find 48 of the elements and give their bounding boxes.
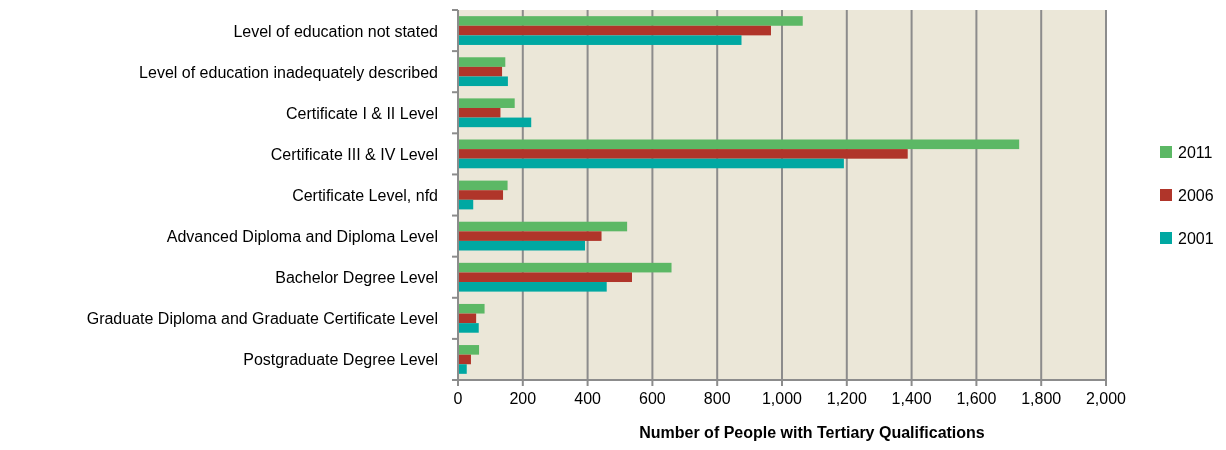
bar — [458, 240, 586, 251]
y-tick-label: Graduate Diploma and Graduate Certificate Level — [86, 310, 438, 328]
y-tick-label: Advanced Diploma and Diploma Level — [166, 228, 438, 246]
bar — [458, 139, 1020, 150]
legend-label: 2011 — [1178, 144, 1213, 161]
bar — [458, 35, 742, 45]
bar — [458, 107, 501, 118]
bar — [458, 25, 771, 36]
bar — [458, 272, 632, 283]
x-tick-label: 1,800 — [1021, 390, 1062, 407]
bar — [458, 323, 479, 333]
bar — [458, 221, 628, 232]
bar — [458, 345, 480, 355]
bar — [458, 98, 515, 108]
bar — [458, 158, 844, 169]
bar — [458, 76, 508, 87]
x-tick-label: 200 — [509, 390, 537, 407]
bar — [458, 282, 607, 292]
bar — [458, 190, 504, 200]
x-tick-label: 400 — [574, 390, 602, 407]
x-tick-label: 1,000 — [761, 390, 803, 407]
bar — [458, 149, 908, 159]
y-tick-label: Level of education inadequately described — [139, 63, 438, 81]
bar — [458, 262, 672, 273]
bar — [458, 117, 532, 128]
bar — [458, 57, 506, 67]
y-tick-label: Certificate Level, nfd — [292, 187, 438, 204]
x-tick-label: 1,400 — [891, 390, 932, 407]
x-tick-label: 600 — [639, 390, 666, 407]
bar — [458, 364, 467, 374]
bar — [458, 16, 803, 26]
x-tick-label: 0 — [453, 390, 463, 407]
y-tick-label: Level of education not stated — [233, 22, 438, 40]
x-tick-label: 1,200 — [826, 390, 867, 407]
y-tick-label: Bachelor Degree Level — [275, 269, 438, 287]
y-tick-label: Certificate III & IV Level — [270, 145, 438, 163]
legend-label: 2001 — [1178, 230, 1214, 247]
x-tick-label: 800 — [703, 390, 731, 407]
y-tick-label: Certificate I & II Level — [285, 104, 438, 122]
bar — [458, 303, 485, 314]
x-axis-title: Number of People with Tertiary Qualifications — [639, 424, 985, 441]
bar — [458, 231, 602, 241]
y-tick-label: Postgraduate Degree Level — [243, 351, 438, 369]
bar — [458, 180, 508, 191]
x-tick-label: 2,000 — [1085, 390, 1127, 407]
x-tick-label: 1,600 — [956, 390, 997, 407]
legend-label: 2006 — [1178, 187, 1214, 204]
bar — [458, 66, 503, 77]
